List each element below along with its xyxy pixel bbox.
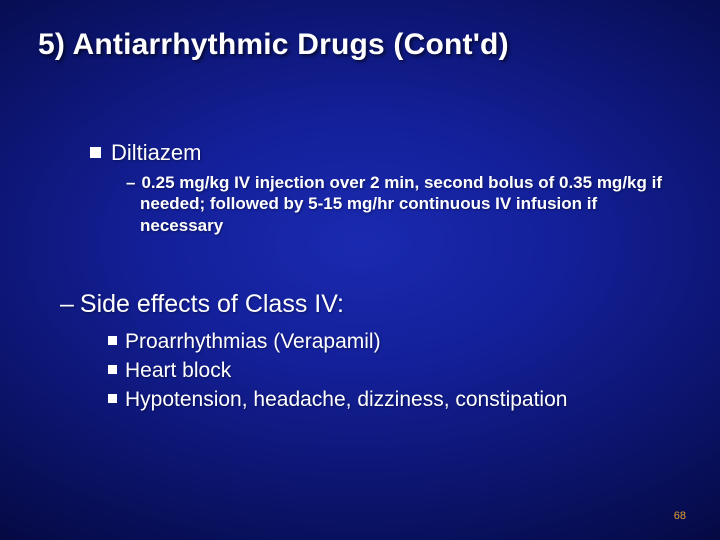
- side-effect-text: Heart block: [125, 359, 231, 382]
- slide-body: Diltiazem –0.25 mg/kg IV injection over …: [90, 140, 680, 240]
- square-bullet-icon: [108, 336, 117, 345]
- square-bullet-icon: [90, 147, 101, 158]
- slide-title: 5) Antiarrhythmic Drugs (Cont'd): [38, 28, 690, 62]
- dash-bullet-icon: –: [60, 290, 74, 318]
- side-effects-heading: Side effects of Class IV:: [80, 290, 344, 318]
- drug-name: Diltiazem: [111, 140, 201, 165]
- drug-name-line: Diltiazem: [90, 140, 680, 166]
- square-bullet-icon: [108, 365, 117, 374]
- dash-bullet-icon: –: [126, 173, 135, 192]
- side-effects-block: –Side effects of Class IV: Proarrhythmia…: [60, 290, 680, 416]
- side-effect-item: Hypotension, headache, dizziness, consti…: [108, 387, 680, 414]
- drug-dose: 0.25 mg/kg IV injection over 2 min, seco…: [140, 173, 662, 235]
- drug-dose-line: –0.25 mg/kg IV injection over 2 min, sec…: [126, 172, 680, 236]
- square-bullet-icon: [108, 394, 117, 403]
- side-effects-heading-line: –Side effects of Class IV:: [60, 290, 680, 319]
- side-effect-item: Proarrhythmias (Verapamil): [108, 329, 680, 356]
- side-effect-text: Hypotension, headache, dizziness, consti…: [125, 388, 567, 411]
- slide: 5) Antiarrhythmic Drugs (Cont'd) Diltiaz…: [0, 0, 720, 540]
- side-effect-text: Proarrhythmias (Verapamil): [125, 330, 381, 353]
- side-effect-item: Heart block: [108, 358, 680, 385]
- page-number: 68: [674, 510, 686, 522]
